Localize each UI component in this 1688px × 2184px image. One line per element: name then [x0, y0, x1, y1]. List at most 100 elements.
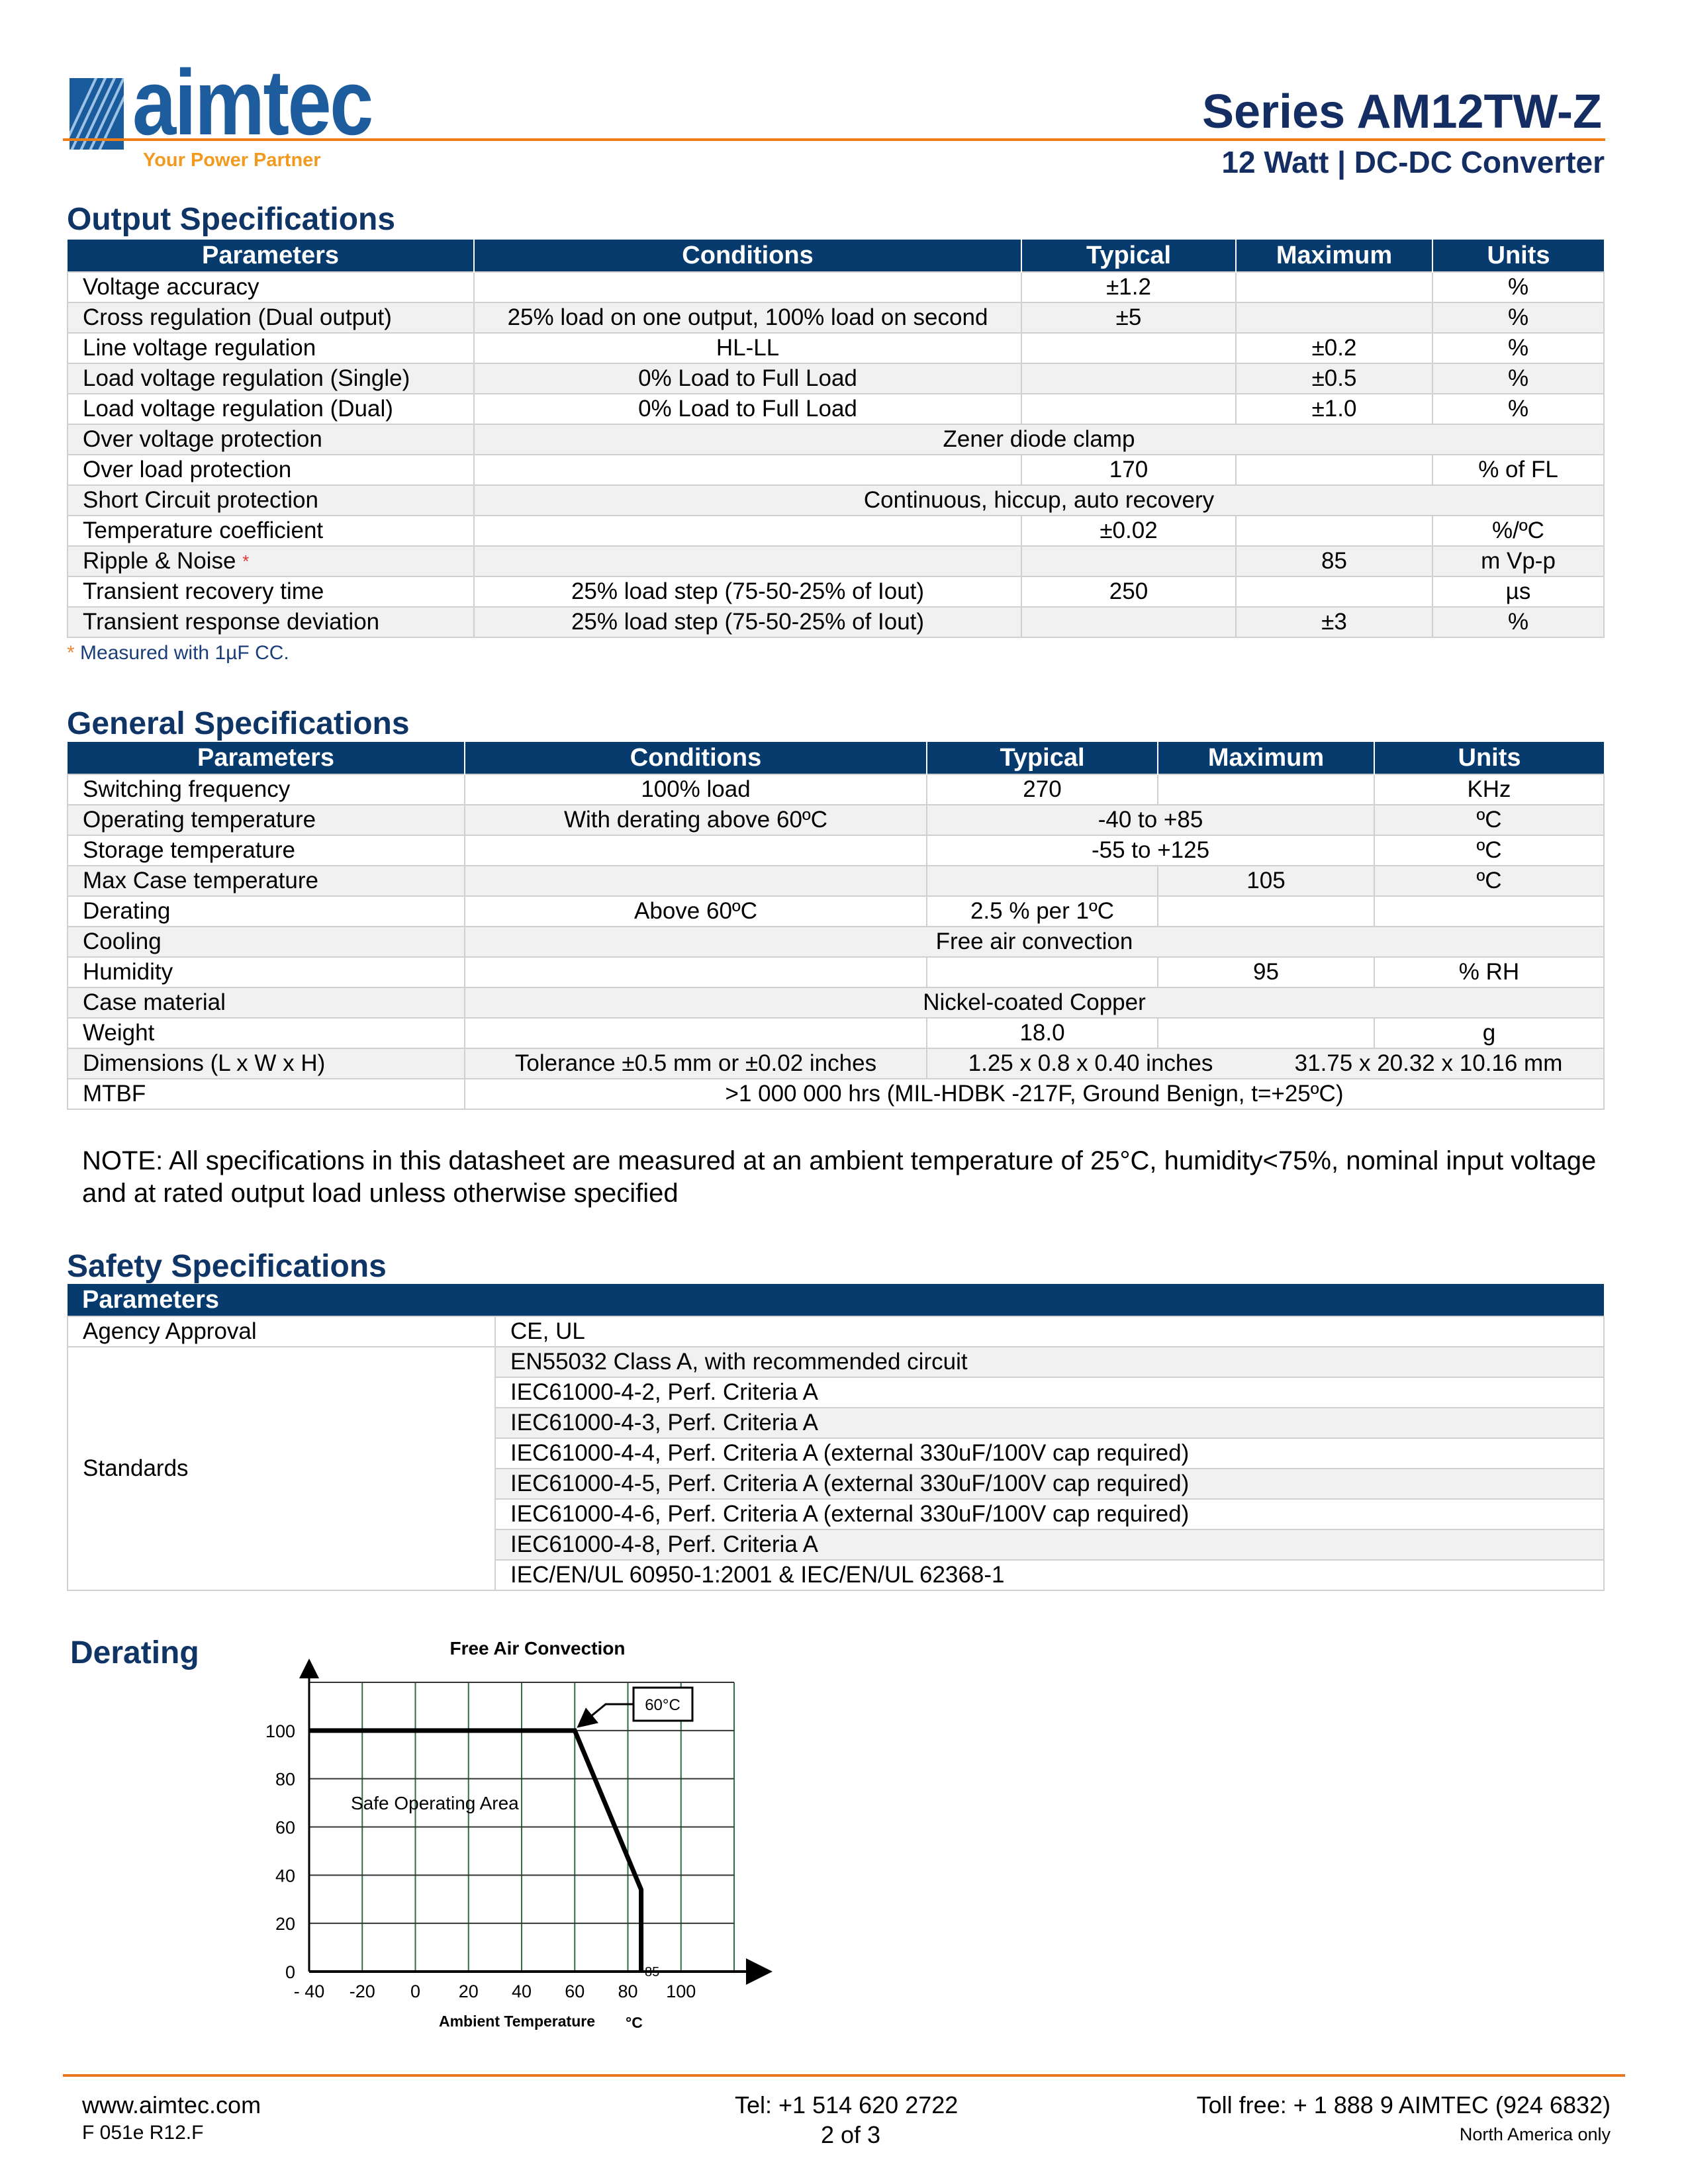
conditions-cell: With derating above 60ºC [464, 804, 927, 836]
standards-label: Standards [67, 1346, 496, 1591]
typical-cell [1021, 545, 1237, 577]
table-row: Humidity 95 % RH [67, 956, 1605, 988]
col-header: Conditions [473, 240, 1021, 272]
range-cell: -55 to +125 [926, 835, 1375, 866]
table-row: IEC61000-4-6, Perf. Criteria A (external… [68, 1498, 1605, 1530]
parameter-cell: Agency Approval [67, 1316, 496, 1347]
standard-item: IEC/EN/UL 60950-1:2001 & IEC/EN/UL 62368… [494, 1559, 1605, 1591]
y-tick-label: 100 [265, 1721, 295, 1741]
typical-cell: ±5 [1021, 302, 1237, 334]
maximum-cell [1235, 271, 1433, 303]
callout-box [632, 1686, 694, 1722]
units-cell-text: % [1507, 396, 1529, 422]
y-tick-label: 20 [275, 1914, 295, 1934]
parameter-cell: Operating temperature [67, 804, 465, 836]
typical-cell [926, 956, 1158, 988]
maximum-cell [1235, 515, 1433, 547]
parameter-cell: Weight [67, 1017, 465, 1049]
range-cell: -40 to +85 [926, 804, 1375, 836]
derating-title: Derating [70, 1635, 199, 1670]
series-title: Series AM12TW-Z [1201, 85, 1602, 138]
parameter-cell: Over voltage protection [67, 424, 475, 455]
parameter-cell: Over load protection [67, 454, 475, 486]
logo-mark-icon [70, 78, 124, 150]
table-row: Switching frequency 100% load 270 KHz [67, 774, 1605, 805]
units-cell-text: % [1507, 304, 1529, 330]
general-specs-table: Parameters Conditions Typical Maximum Un… [67, 742, 1605, 1110]
maximum-cell [1157, 895, 1375, 927]
header-divider [63, 138, 1605, 141]
product-subtitle: 12 Watt | DC-DC Converter [1221, 145, 1605, 179]
typical-cell: ±0.02 [1021, 515, 1237, 547]
conditions-cell: 25% load step (75-50-25% of Iout) [473, 606, 1022, 638]
x-tick-label: 20 [459, 1981, 479, 2001]
parameter-cell-text: Over voltage protection [83, 426, 322, 452]
typical-cell: 2.5 % per 1ºC [926, 895, 1158, 927]
table-row: Load voltage regulation (Dual) 0% Load to… [67, 393, 1605, 425]
table-row: Cooling Free air convection [67, 926, 1605, 958]
col-header: Conditions [464, 742, 927, 774]
maximum-cell [1235, 576, 1433, 608]
typical-cell: 270 [926, 774, 1158, 805]
x-tick-label: 100 [666, 1981, 696, 2001]
units-cell: KHz [1374, 774, 1605, 805]
parameter-cell: Case material [67, 987, 465, 1019]
units-cell: % [1432, 363, 1605, 394]
conditions-cell: 0% Load to Full Load [473, 363, 1022, 394]
typical-cell: ±1.2 [1021, 271, 1237, 303]
parameter-cell: Transient response deviation [67, 606, 475, 638]
typical-cell-text: ±0.02 [1100, 518, 1158, 543]
x-tick-label: 60 [565, 1981, 585, 2001]
parameter-cell: Max Case temperature [67, 865, 465, 897]
col-header: Parameters [68, 240, 474, 272]
parameter-cell-text: Load voltage regulation (Dual) [83, 396, 393, 422]
conditions-cell-text: 25% load step (75-50-25% of Iout) [571, 578, 925, 604]
general-specs-title: General Specifications [67, 706, 410, 741]
parameter-cell: MTBF [67, 1078, 465, 1110]
typical-cell: 18.0 [926, 1017, 1158, 1049]
units-cell-text: % [1507, 274, 1529, 300]
callout-label: 60°C [645, 1696, 680, 1714]
conditions-cell [464, 956, 927, 988]
table-row: Derating Above 60ºC 2.5 % per 1ºC [67, 895, 1605, 927]
maximum-cell-text: ±0.5 [1311, 365, 1357, 391]
footnote-marker: * [242, 551, 250, 571]
dimensions-inches: 1.25 x 0.8 x 0.40 inches [968, 1050, 1213, 1076]
units-cell-text: % of FL [1478, 457, 1558, 482]
output-specs-table: Parameters Conditions Typical Maximum Un… [67, 240, 1605, 638]
typical-cell-text: 170 [1109, 457, 1149, 482]
parameter-cell: Ripple & Noise * [67, 545, 475, 577]
conditions-cell [464, 1017, 927, 1049]
value-cell: CE, UL [494, 1316, 1605, 1347]
table-row: Voltage accuracy ±1.2% [67, 271, 1605, 303]
y-tick-label: 40 [275, 1866, 295, 1886]
conditions-cell [473, 545, 1022, 577]
standard-item: IEC61000-4-6, Perf. Criteria A (external… [494, 1498, 1605, 1530]
conditions-cell [464, 835, 927, 866]
parameter-cell-text: Over load protection [83, 457, 292, 482]
footer-tel: Tel: +1 514 620 2722 [735, 2091, 959, 2118]
parameter-cell: Cross regulation (Dual output) [67, 302, 475, 334]
maximum-cell: ±0.5 [1235, 363, 1433, 394]
table-row: IEC61000-4-5, Perf. Criteria A (external… [68, 1468, 1605, 1500]
y-tick-label: 80 [275, 1770, 295, 1790]
chart-title: Free Air Convection [449, 1638, 625, 1659]
parameter-cell-text: Transient response deviation [83, 609, 380, 635]
conditions-cell: 100% load [464, 774, 927, 805]
callout-arrow [577, 1703, 633, 1728]
merged-cell: >1 000 000 hrs (MIL-HDBK -217F, Ground B… [464, 1078, 1605, 1110]
maximum-cell: ±1.0 [1235, 393, 1433, 425]
units-cell-text: % [1507, 335, 1529, 361]
table-row: IEC61000-4-3, Perf. Criteria A [68, 1407, 1605, 1439]
x-tick-label: -20 [350, 1981, 375, 2001]
x-axis-unit: °C [626, 2014, 643, 2031]
maximum-cell [1235, 302, 1433, 334]
typical-cell: 250 [1021, 576, 1237, 608]
conditions-cell: 0% Load to Full Load [473, 393, 1022, 425]
output-specs-title: Output Specifications [67, 202, 396, 237]
footer-website[interactable]: www.aimtec.com [82, 2091, 261, 2118]
table-row: Transient response deviation 25% load ste… [67, 606, 1605, 638]
table-row: Ripple & Noise * 85 m Vp-p [67, 545, 1605, 577]
parameter-cell: Temperature coefficient [67, 515, 475, 547]
conditions-cell-text: 25% load step (75-50-25% of Iout) [571, 609, 925, 635]
